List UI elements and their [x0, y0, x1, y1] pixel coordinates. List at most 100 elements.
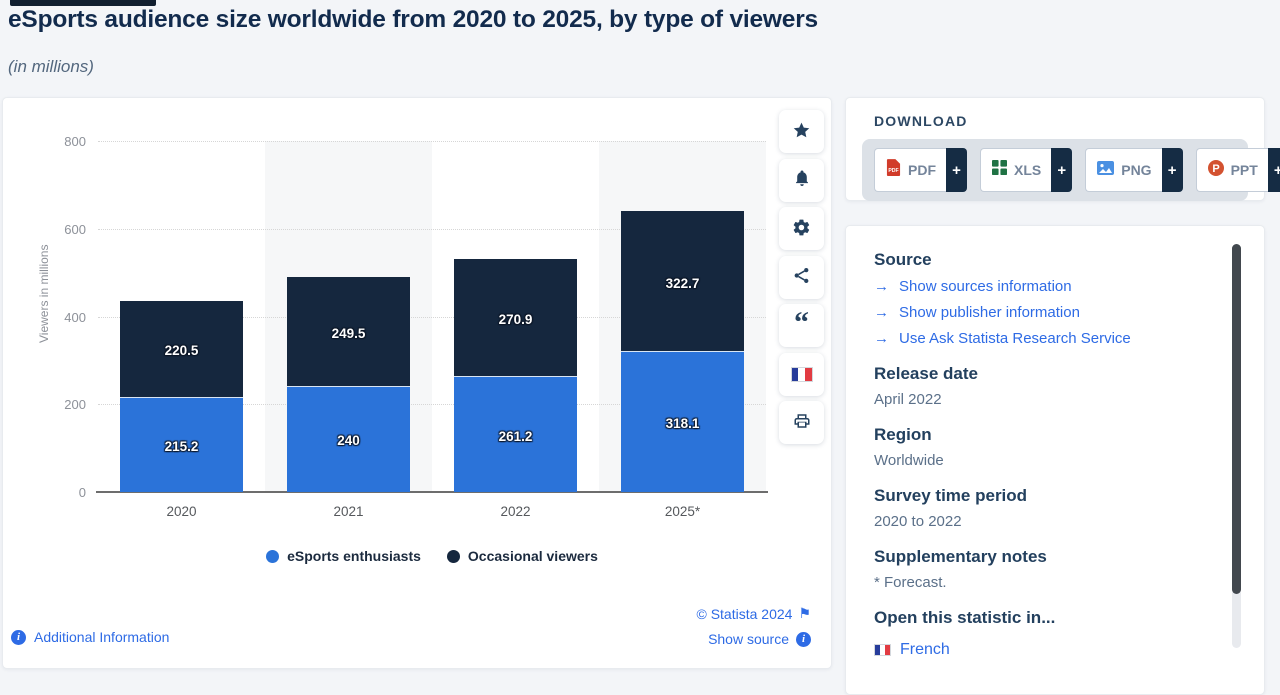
gridline: [98, 141, 766, 142]
legend-dot: [266, 549, 280, 563]
gridline: [98, 404, 766, 406]
legend-item[interactable]: eSports enthusiasts: [266, 548, 421, 564]
scrollbar-thumb[interactable]: [1232, 244, 1241, 594]
french-flag-icon: [874, 644, 891, 656]
section-value: Worldwide: [874, 452, 944, 469]
download-xls-button[interactable]: XLS +: [980, 148, 1073, 192]
open-statistic-heading: Open this statistic in...: [874, 608, 1056, 627]
language-button[interactable]: [779, 352, 824, 396]
download-ppt-button[interactable]: P PPT +: [1195, 148, 1280, 192]
open-in-french-link[interactable]: French: [874, 641, 1264, 659]
download-buttons-strip: PDF PDF + XLS + PNG +: [862, 139, 1280, 201]
section-heading: Release date: [874, 364, 978, 383]
section-value: * Forecast.: [874, 574, 947, 591]
quote-icon: “: [794, 305, 809, 339]
legend-label: eSports enthusiasts: [287, 548, 421, 564]
x-axis-label: 2020: [166, 504, 197, 519]
french-flag-icon: [790, 366, 813, 382]
plus-icon[interactable]: +: [946, 148, 967, 192]
bar-value-label: 318.1: [665, 416, 700, 432]
show-sources-information-link[interactable]: → Show sources information: [874, 278, 1264, 295]
info-circle-icon: i: [796, 631, 811, 647]
ask-statista-research-link[interactable]: → Use Ask Statista Research Service: [874, 330, 1264, 347]
section-value: 2020 to 2022: [874, 513, 962, 530]
show-publisher-information-link[interactable]: → Show publisher information: [874, 304, 1264, 321]
bar-value-label: 322.7: [665, 275, 700, 291]
arrow-right-icon: →: [874, 278, 889, 295]
favorite-button[interactable]: [779, 110, 824, 153]
bar-segment[interactable]: [287, 277, 410, 387]
y-axis-tick-label: 0: [78, 485, 86, 500]
french-link-label[interactable]: French: [900, 641, 950, 658]
legend-item[interactable]: Occasional viewers: [446, 548, 598, 564]
link-label[interactable]: Show sources information: [899, 278, 1072, 295]
survey-time-period-section: Survey time period 2020 to 2022: [874, 486, 1264, 530]
share-button[interactable]: [779, 255, 824, 299]
print-button[interactable]: [779, 401, 824, 444]
citation-button[interactable]: “: [779, 304, 824, 347]
link-label[interactable]: Use Ask Statista Research Service: [899, 330, 1131, 347]
section-heading: Region: [874, 425, 932, 444]
bar-segment[interactable]: [120, 397, 243, 492]
show-source-link[interactable]: Show source: [708, 631, 789, 647]
arrow-right-icon: →: [874, 330, 889, 347]
link-label[interactable]: Show publisher information: [899, 304, 1080, 321]
y-axis-tick-label: 400: [64, 309, 86, 325]
x-axis-line: [96, 491, 768, 493]
plus-icon[interactable]: +: [1161, 148, 1183, 192]
source-heading: Source: [874, 250, 932, 269]
region-section: Region Worldwide: [874, 425, 1264, 469]
legend-dot: [446, 549, 460, 563]
gridline: [98, 228, 766, 230]
settings-button[interactable]: [779, 207, 824, 250]
pdf-file-icon: PDF: [886, 159, 901, 181]
bar-segment[interactable]: [120, 300, 243, 398]
bar-segment[interactable]: [454, 258, 577, 378]
gear-icon: [792, 218, 811, 240]
chart-toolbar: “: [779, 110, 824, 444]
png-image-icon: [1097, 160, 1115, 180]
printer-icon: [793, 412, 811, 433]
download-format-label: XLS: [1014, 162, 1042, 178]
additional-information-link[interactable]: i Additional Information: [11, 629, 169, 645]
y-axis-tick-label: 200: [64, 397, 86, 413]
download-pdf-button[interactable]: PDF PDF +: [874, 148, 967, 192]
bar-segment[interactable]: [454, 377, 577, 492]
chart-legend: eSports enthusiasts Occasional viewers: [98, 548, 766, 564]
bar-value-label: 240: [337, 433, 360, 449]
bar-value-label: 270.9: [498, 311, 533, 327]
bar-value-label: 249.5: [331, 325, 366, 341]
cropped-top-element: [10, 0, 156, 6]
download-format-label: PDF: [908, 162, 936, 178]
plus-icon[interactable]: +: [1051, 148, 1073, 192]
svg-text:P: P: [1212, 163, 1219, 175]
arrow-right-icon: →: [874, 304, 889, 321]
chart-plot-area: 0 200 400 600 800 215.2 220.5 2020 240 249.5 2021 2…: [64, 134, 768, 519]
section-value: April 2022: [874, 391, 942, 408]
bell-icon: [793, 169, 811, 191]
download-panel: DOWNLOAD PDF PDF + XLS +: [845, 97, 1280, 201]
report-flag-icon[interactable]: ⚑: [798, 605, 811, 621]
download-png-button[interactable]: PNG +: [1085, 148, 1183, 192]
plus-icon[interactable]: +: [1267, 148, 1280, 192]
y-axis-title: Viewers in millions: [37, 244, 51, 343]
bar-value-label: 220.5: [164, 343, 199, 359]
download-heading: DOWNLOAD: [874, 113, 968, 129]
bar-value-label: 215.2: [164, 438, 199, 454]
legend-label: Occasional viewers: [467, 548, 598, 564]
bar-segment[interactable]: [621, 210, 744, 353]
supplementary-notes-section: Supplementary notes * Forecast.: [874, 547, 1264, 591]
show-source-row[interactable]: Show source i: [708, 631, 811, 647]
alerts-button[interactable]: [779, 158, 824, 202]
chart-card: Viewers in millions 0 200 400 600 800 215.2 22…: [2, 97, 832, 669]
x-axis-label: 2022: [500, 504, 531, 519]
star-icon: [792, 121, 811, 143]
scrollbar-track[interactable]: [1232, 244, 1241, 648]
info-circle-icon: i: [11, 629, 26, 645]
section-heading: Supplementary notes: [874, 547, 1047, 566]
release-date-section: Release date April 2022: [874, 364, 1264, 408]
statista-copyright-link[interactable]: © Statista 2024: [696, 605, 793, 622]
bar-segment[interactable]: [621, 352, 744, 492]
additional-information-label[interactable]: Additional Information: [34, 629, 170, 645]
bar-segment[interactable]: [287, 386, 410, 492]
